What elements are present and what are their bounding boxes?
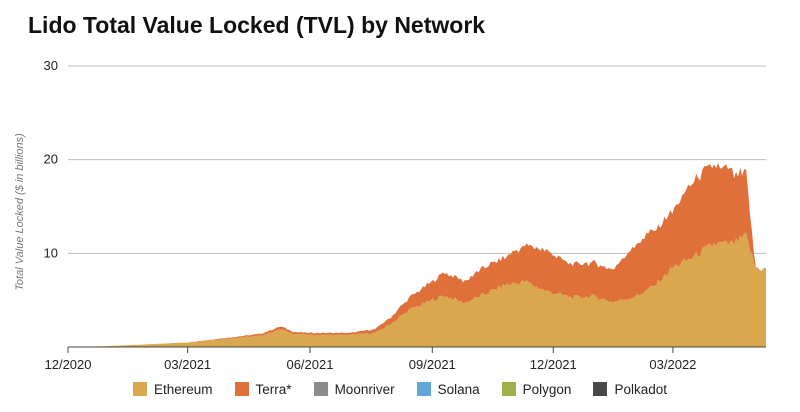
y-axis-label: Total Value Locked ($ in billions) <box>14 133 26 291</box>
y-tick-label: 20 <box>44 152 58 167</box>
legend-item: Polkadot <box>593 382 667 397</box>
legend: Ethereum Terra* Moonriver Solana Polygon Polk… <box>0 378 800 400</box>
area-series-ethereum <box>68 232 766 347</box>
area-series-terra <box>68 162 766 347</box>
legend-label: Polkadot <box>614 381 667 397</box>
legend-item: Moonriver <box>313 381 395 397</box>
legend-item: Solana <box>416 381 480 397</box>
y-tick-label: 30 <box>44 58 58 73</box>
legend-label: Solana <box>437 381 480 397</box>
area-layer <box>68 162 766 347</box>
x-tick-label: 12/2021 <box>530 357 577 372</box>
chart-title: Lido Total Value Locked (TVL) by Network <box>28 12 486 38</box>
legend-label: Moonriver <box>334 381 395 397</box>
legend-item: Terra* <box>234 381 292 397</box>
legend-swatch <box>313 382 328 396</box>
x-tick-label: 03/2021 <box>164 357 211 372</box>
legend-swatch <box>416 382 431 396</box>
legend-swatch <box>234 382 249 396</box>
legend-swatch <box>501 382 516 396</box>
x-tick-label: 12/2020 <box>45 357 92 372</box>
legend-item: Ethereum <box>133 382 213 397</box>
legend-label: Polygon <box>522 381 572 397</box>
x-tick-label: 03/2022 <box>649 357 696 372</box>
legend-label: Ethereum <box>154 381 213 397</box>
y-tick-label: 10 <box>44 245 58 260</box>
legend-item: Polygon <box>501 381 572 397</box>
legend-swatch <box>133 382 148 396</box>
x-tick-label: 06/2021 <box>286 357 333 372</box>
legend-swatch <box>593 382 608 396</box>
x-tick-label: 09/2021 <box>409 357 456 372</box>
axis-layer: 12/2020 03/2021 06/2021 09/2021 12/2021 03/20… <box>45 346 766 372</box>
legend-label: Terra* <box>255 381 292 397</box>
